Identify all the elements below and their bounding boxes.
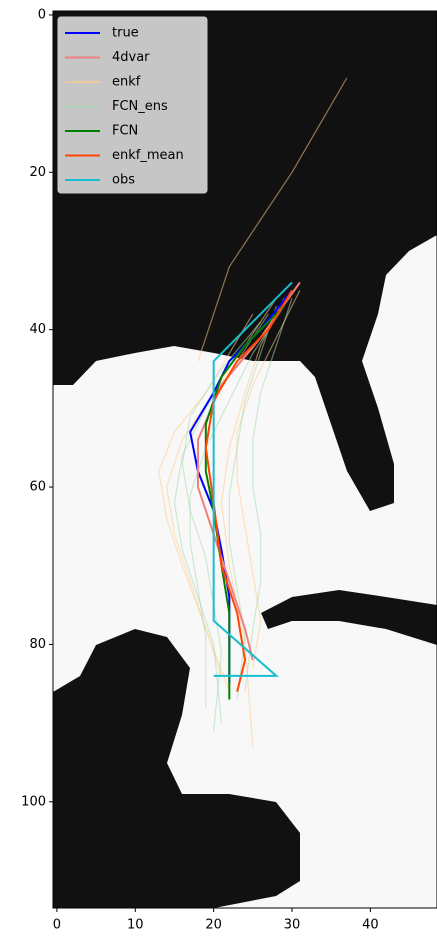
legend-label: true <box>112 26 139 41</box>
chart: 0 10 20 30 40 0 20 40 60 80 100 true 4dvar enkf FCN_e… <box>0 0 437 937</box>
y-tick-label: 20 <box>29 165 46 180</box>
legend-label: FCN_ens <box>112 99 168 114</box>
x-tick-label: 0 <box>53 918 61 933</box>
y-tick-label: 40 <box>29 322 46 337</box>
legend-label: FCN <box>112 124 138 139</box>
x-tick-label: 30 <box>284 918 301 933</box>
y-tick-label: 80 <box>29 637 46 652</box>
legend-label: obs <box>112 173 135 188</box>
y-tick-label: 100 <box>21 794 46 809</box>
legend-label: enkf <box>112 75 141 90</box>
y-tick-label: 0 <box>38 7 46 22</box>
x-tick-label: 20 <box>205 918 222 933</box>
x-tick-label: 10 <box>127 918 144 933</box>
legend-label: 4dvar <box>112 50 150 65</box>
y-tick-label: 60 <box>29 480 46 495</box>
legend-label: enkf_mean <box>112 148 184 163</box>
x-tick-label: 40 <box>362 918 379 933</box>
